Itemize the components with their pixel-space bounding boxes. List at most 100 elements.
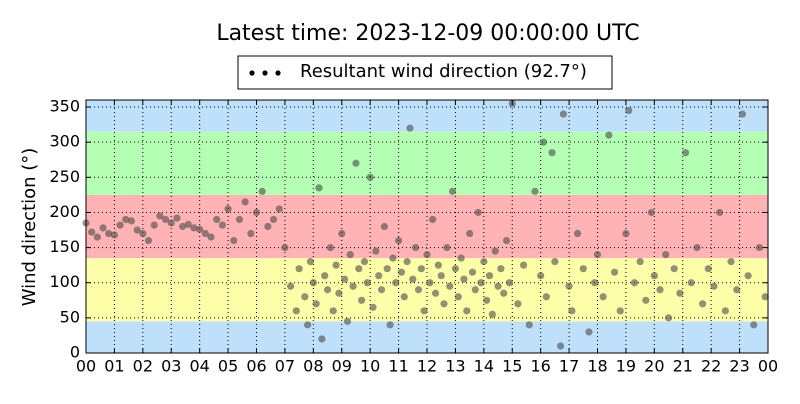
- point: [426, 279, 434, 287]
- point: [593, 251, 602, 259]
- point: [738, 110, 747, 118]
- point: [346, 251, 354, 259]
- x-tick-label: 07: [275, 357, 295, 376]
- point: [213, 215, 221, 224]
- point: [224, 205, 232, 213]
- point: [306, 258, 315, 266]
- point: [397, 268, 406, 276]
- y-tick-label: 0: [70, 343, 80, 362]
- point: [323, 286, 332, 294]
- x-tick-label: 18: [587, 357, 607, 376]
- x-tick-label: 04: [189, 357, 209, 376]
- point: [537, 272, 545, 280]
- point: [139, 229, 147, 238]
- point: [144, 236, 153, 245]
- point: [241, 198, 249, 206]
- point: [420, 307, 428, 315]
- point: [440, 300, 448, 308]
- point: [744, 272, 752, 280]
- x-tick-label: 05: [218, 357, 238, 376]
- y-tick-label: 50: [60, 307, 80, 326]
- point: [457, 254, 465, 262]
- axes: 0 50 100 150 200 250 300 350 00 01 02 03 04 05 06 07 08 0…: [49, 97, 778, 376]
- point: [514, 300, 522, 308]
- legend-dot: [249, 70, 255, 76]
- legend-box: [237, 55, 613, 90]
- point: [386, 321, 394, 329]
- point: [414, 286, 423, 294]
- point: [488, 310, 496, 318]
- point: [247, 229, 255, 238]
- point: [156, 212, 164, 220]
- point: [662, 251, 670, 259]
- point: [446, 282, 454, 290]
- point: [343, 317, 352, 325]
- point: [480, 258, 488, 266]
- point: [301, 293, 309, 301]
- point: [491, 247, 499, 255]
- plot-frame: [85, 99, 769, 354]
- point: [369, 303, 377, 311]
- point: [616, 307, 624, 315]
- point: [755, 243, 764, 252]
- point: [326, 243, 334, 252]
- point: [483, 296, 491, 304]
- legend-marker: [249, 70, 281, 76]
- point: [403, 258, 411, 266]
- point: [406, 124, 414, 132]
- point: [699, 300, 707, 308]
- point: [196, 225, 204, 233]
- point: [502, 236, 511, 245]
- y-tick-label: 100: [49, 272, 80, 291]
- x-tick-label: 12: [417, 357, 437, 376]
- point: [332, 261, 340, 269]
- point: [417, 265, 425, 273]
- point: [565, 282, 573, 290]
- point: [559, 110, 568, 118]
- point: [727, 258, 735, 266]
- point: [315, 184, 323, 192]
- x-tick-label: 01: [104, 357, 124, 376]
- point: [409, 275, 417, 283]
- point: [636, 258, 644, 266]
- point: [360, 258, 369, 266]
- x-tick-label: 10: [360, 357, 380, 376]
- point: [312, 300, 320, 308]
- y-tick-label: 200: [49, 202, 80, 221]
- x-tick-label: 22: [701, 357, 721, 376]
- point: [412, 243, 420, 252]
- x-tick-label: 13: [445, 357, 465, 376]
- x-tick-label: 11: [388, 357, 408, 376]
- point: [264, 222, 272, 231]
- x-tick-label: 15: [502, 357, 522, 376]
- point: [318, 335, 326, 343]
- points: [82, 99, 769, 350]
- band: [86, 100, 768, 132]
- point: [372, 247, 380, 255]
- point: [363, 279, 371, 287]
- legend-dot: [262, 70, 268, 76]
- point: [761, 293, 769, 301]
- point: [448, 187, 457, 195]
- point: [116, 221, 124, 229]
- point: [201, 229, 209, 238]
- point: [551, 258, 559, 266]
- point: [630, 279, 639, 287]
- point: [716, 208, 724, 217]
- point: [99, 224, 107, 232]
- point: [304, 321, 312, 329]
- point: [431, 289, 440, 297]
- point: [423, 251, 431, 259]
- point: [605, 131, 613, 139]
- y-axis-label: Wind direction (°): [19, 148, 40, 307]
- x-tick-label: 17: [559, 357, 579, 376]
- point: [454, 293, 462, 301]
- point: [468, 268, 477, 276]
- point: [531, 187, 539, 195]
- point: [184, 220, 192, 228]
- x-tick-label: 00: [758, 357, 778, 376]
- y-tick-label: 250: [49, 167, 80, 186]
- point: [309, 279, 317, 287]
- point: [338, 229, 346, 238]
- point: [579, 265, 587, 273]
